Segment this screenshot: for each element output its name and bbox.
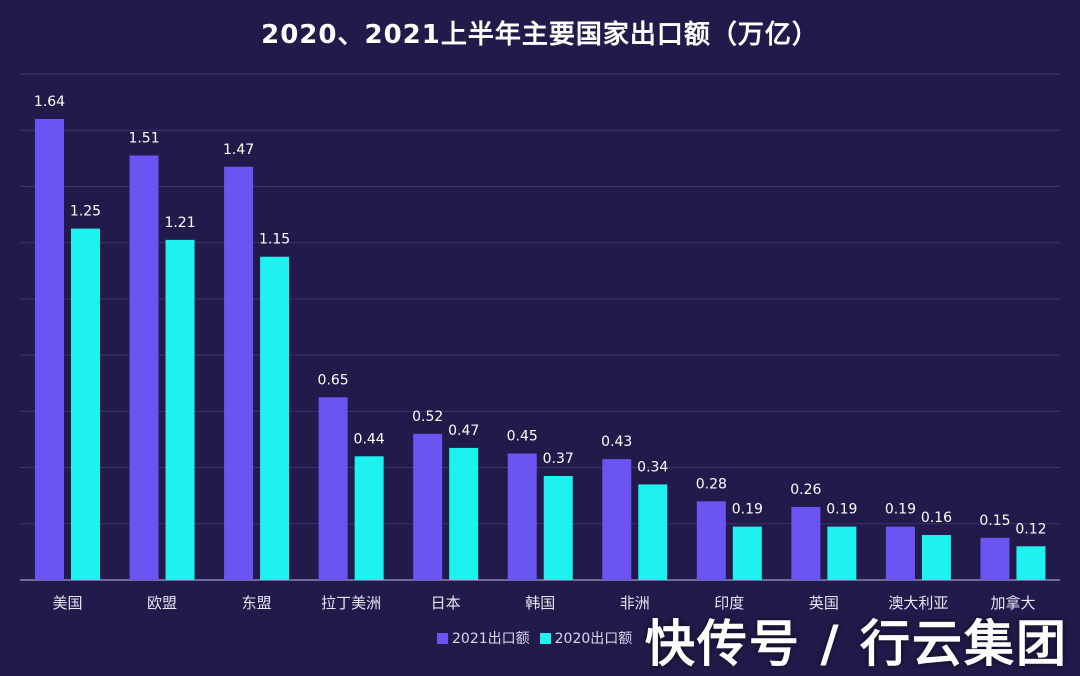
legend-label-2020: 2020出口额 bbox=[554, 631, 633, 647]
data-label: 1.51 bbox=[128, 131, 159, 147]
bar-2020 bbox=[449, 447, 479, 580]
legend-item-2021[interactable]: 2021出口额 bbox=[437, 628, 530, 648]
data-label: 0.26 bbox=[790, 482, 821, 498]
category-label: 欧盟 bbox=[147, 594, 177, 612]
bar-2021 bbox=[980, 537, 1010, 580]
legend-label-2021: 2021出口额 bbox=[452, 631, 530, 647]
data-label: 0.47 bbox=[448, 423, 479, 439]
data-label: 0.19 bbox=[885, 502, 916, 518]
data-label: 0.19 bbox=[732, 502, 763, 518]
bar-2021 bbox=[413, 433, 443, 580]
category-label: 非洲 bbox=[620, 594, 650, 612]
data-label: 0.16 bbox=[921, 510, 952, 526]
data-label: 0.65 bbox=[318, 372, 349, 388]
bar-2021 bbox=[35, 118, 64, 580]
data-label: 0.34 bbox=[637, 459, 668, 475]
bar-2020 bbox=[921, 535, 951, 580]
data-label: 1.21 bbox=[164, 215, 195, 231]
category-label: 韩国 bbox=[525, 594, 555, 612]
data-label: 1.25 bbox=[70, 204, 101, 220]
bar-2021 bbox=[507, 453, 537, 580]
bar-2021 bbox=[224, 166, 254, 580]
category-label: 东盟 bbox=[242, 594, 272, 612]
data-label: 0.28 bbox=[696, 476, 727, 492]
data-label: 1.47 bbox=[223, 142, 254, 158]
data-label: 0.43 bbox=[601, 434, 632, 450]
bar-2020 bbox=[71, 228, 100, 580]
bar-2020 bbox=[732, 526, 762, 580]
category-label: 印度 bbox=[714, 594, 744, 612]
category-labels: 美国 欧盟 东盟 拉丁美洲 日本 韩国 非洲 印度 英国 澳大利亚 加拿大 bbox=[52, 594, 1035, 612]
data-labels: 1.64 1.25 1.51 1.21 1.47 1.15 0.65 0.44 0.52 0.47… bbox=[34, 94, 1047, 537]
bar-2021 bbox=[885, 526, 915, 580]
bar-2020 bbox=[543, 475, 573, 580]
bar-2021 bbox=[696, 501, 726, 580]
category-label: 澳大利亚 bbox=[888, 594, 948, 612]
watermark: 快传号 / 行云集团 bbox=[644, 615, 1068, 673]
bar-2021 bbox=[129, 155, 159, 580]
legend: 2021出口额 2020出口额 bbox=[437, 628, 632, 648]
bar-2020 bbox=[354, 456, 384, 580]
data-label: 0.19 bbox=[826, 502, 857, 518]
bar-2021 bbox=[318, 397, 348, 580]
data-label: 0.12 bbox=[1015, 521, 1046, 537]
category-label: 美国 bbox=[52, 594, 82, 612]
data-label: 0.45 bbox=[507, 429, 538, 445]
category-label: 加拿大 bbox=[990, 594, 1035, 612]
category-label: 英国 bbox=[809, 594, 839, 612]
bar-2021 bbox=[791, 506, 821, 580]
bar-2020 bbox=[165, 239, 195, 580]
data-label: 0.44 bbox=[354, 431, 385, 447]
data-label: 0.37 bbox=[543, 451, 574, 467]
bar-2020 bbox=[1016, 546, 1046, 580]
legend-item-2020[interactable]: 2020出口额 bbox=[539, 628, 633, 648]
data-label: 0.52 bbox=[412, 409, 443, 425]
legend-swatch-2020 bbox=[539, 632, 551, 644]
data-label: 1.15 bbox=[259, 232, 290, 248]
bar-2020 bbox=[260, 256, 290, 580]
data-label: 0.15 bbox=[979, 513, 1010, 529]
bars bbox=[35, 118, 1046, 580]
legend-swatch-2021 bbox=[437, 632, 448, 644]
category-label: 日本 bbox=[431, 594, 461, 612]
bar-2020 bbox=[638, 484, 668, 580]
category-label: 拉丁美洲 bbox=[321, 594, 381, 612]
bar-2020 bbox=[827, 526, 857, 580]
bar-2021 bbox=[602, 459, 632, 580]
chart-title: 2020、2021上半年主要国家出口额（万亿） bbox=[261, 20, 819, 50]
data-label: 1.64 bbox=[34, 94, 65, 110]
